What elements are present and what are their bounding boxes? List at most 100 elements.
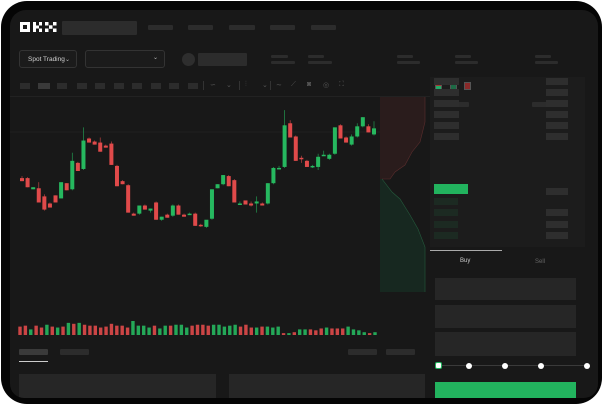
candle-body: [42, 196, 47, 210]
stat-label: [271, 55, 288, 58]
pair-selector[interactable]: ⌄: [85, 50, 165, 68]
line-icon[interactable]: ∼: [276, 82, 282, 89]
candle-body: [271, 167, 276, 184]
orders-panel: [19, 374, 216, 398]
volume-bar: [287, 333, 291, 335]
nav-item[interactable]: [270, 25, 295, 30]
slider-mark-25[interactable]: [466, 363, 472, 369]
volume-bar: [147, 327, 151, 335]
ask-price[interactable]: [434, 89, 459, 96]
volume-bar: [222, 326, 227, 335]
stat-label: [455, 55, 471, 58]
candle-body: [120, 181, 125, 185]
tab-buy[interactable]: Buy: [460, 258, 471, 264]
chevron-down-icon[interactable]: ⌄: [226, 82, 232, 89]
timeframe-button[interactable]: [114, 83, 124, 89]
search-box[interactable]: [62, 21, 137, 35]
nav-item[interactable]: [229, 25, 255, 30]
ask-price[interactable]: [434, 111, 459, 118]
stat-value: [397, 61, 420, 64]
timeframe-button[interactable]: [77, 83, 87, 89]
candle-body: [316, 156, 321, 167]
volume-bar: [142, 325, 146, 335]
indicator-icon[interactable]: ∽: [210, 82, 216, 89]
slider-mark-50[interactable]: [502, 363, 508, 369]
candle-body: [159, 216, 164, 220]
amount-slider-handle[interactable]: [435, 362, 442, 369]
bid-amount: [546, 209, 568, 216]
volume-bar: [292, 332, 297, 335]
timeframe-button-active[interactable]: [38, 83, 50, 89]
volume-bar: [18, 326, 22, 335]
volume-bar: [276, 326, 280, 335]
timeframe-button[interactable]: [95, 83, 105, 89]
candle-body: [198, 224, 203, 227]
total-input[interactable]: [435, 332, 576, 356]
bid-price[interactable]: [434, 198, 458, 205]
candle-body: [332, 127, 337, 154]
filter-button[interactable]: [386, 349, 415, 355]
buy-button[interactable]: [435, 382, 576, 398]
volume-bar: [249, 327, 253, 335]
slider-mark-75[interactable]: [538, 363, 544, 369]
bid-price[interactable]: [434, 221, 458, 228]
okx-logo[interactable]: [20, 22, 57, 33]
candle-type-icon[interactable]: ⫶: [245, 81, 247, 88]
candle-body: [304, 160, 309, 167]
volume-bar: [168, 325, 173, 335]
coin-icon: [182, 53, 195, 66]
market-selector[interactable]: Spot Trading ⌄: [19, 50, 77, 68]
ask-price[interactable]: [434, 122, 459, 129]
slider-mark-100[interactable]: [584, 363, 590, 369]
volume-bar: [341, 328, 345, 335]
timeframe-button[interactable]: [188, 83, 198, 89]
timeframe-button[interactable]: [169, 83, 179, 89]
divider: [10, 96, 430, 97]
timeframe-button[interactable]: [20, 83, 30, 89]
amount-input[interactable]: [435, 305, 576, 328]
orderbook-asks-icon[interactable]: [464, 82, 471, 90]
ask-amount: [546, 188, 568, 195]
ask-amount: [546, 133, 568, 140]
candlestick-chart[interactable]: [10, 97, 382, 337]
camera-icon[interactable]: ◙: [307, 81, 312, 88]
ask-price[interactable]: [434, 100, 459, 107]
candle-body: [114, 165, 119, 187]
amount-slider-track[interactable]: [438, 365, 588, 366]
volume-bar: [308, 329, 313, 335]
settings-icon[interactable]: ◎: [323, 82, 330, 89]
nav-item[interactable]: [311, 25, 336, 30]
candle-body: [137, 205, 142, 214]
depth-asks-area: [380, 97, 425, 179]
timeframe-button[interactable]: [57, 83, 67, 89]
price-input[interactable]: [435, 278, 576, 300]
ruler-icon[interactable]: ⟋: [291, 81, 296, 88]
candle-body: [344, 137, 349, 143]
app-window: Spot Trading ⌄ ⌄ ∽ ⌄ ⫶ ⌄ ∼ ⟋ ◙ ◎ ⛶: [10, 10, 598, 398]
volume-bar: [109, 323, 114, 335]
candle-body: [327, 154, 332, 159]
nav-item[interactable]: [188, 25, 213, 30]
bid-price[interactable]: [434, 209, 458, 216]
volume-bar: [93, 325, 98, 335]
tab-order-history[interactable]: [60, 349, 89, 355]
timeframe-button[interactable]: [132, 83, 142, 89]
volume-bar: [281, 333, 286, 335]
chevron-down-icon[interactable]: ⌄: [262, 82, 268, 89]
volume-bar: [45, 324, 49, 335]
candle-body: [349, 136, 354, 145]
fullscreen-icon[interactable]: ⛶: [339, 81, 344, 88]
timeframe-button[interactable]: [151, 83, 161, 89]
nav-item[interactable]: [148, 25, 173, 30]
filter-button[interactable]: [348, 349, 377, 355]
volume-bar: [61, 326, 65, 335]
volume-bar: [233, 324, 237, 335]
divider: [270, 81, 271, 90]
bid-price[interactable]: [434, 232, 458, 239]
ask-price[interactable]: [434, 133, 459, 140]
tab-open-orders[interactable]: [19, 349, 48, 355]
candle-body: [165, 214, 170, 218]
tab-sell[interactable]: Sell: [535, 259, 546, 265]
ask-price[interactable]: [434, 78, 459, 85]
volume-bar: [131, 321, 135, 335]
